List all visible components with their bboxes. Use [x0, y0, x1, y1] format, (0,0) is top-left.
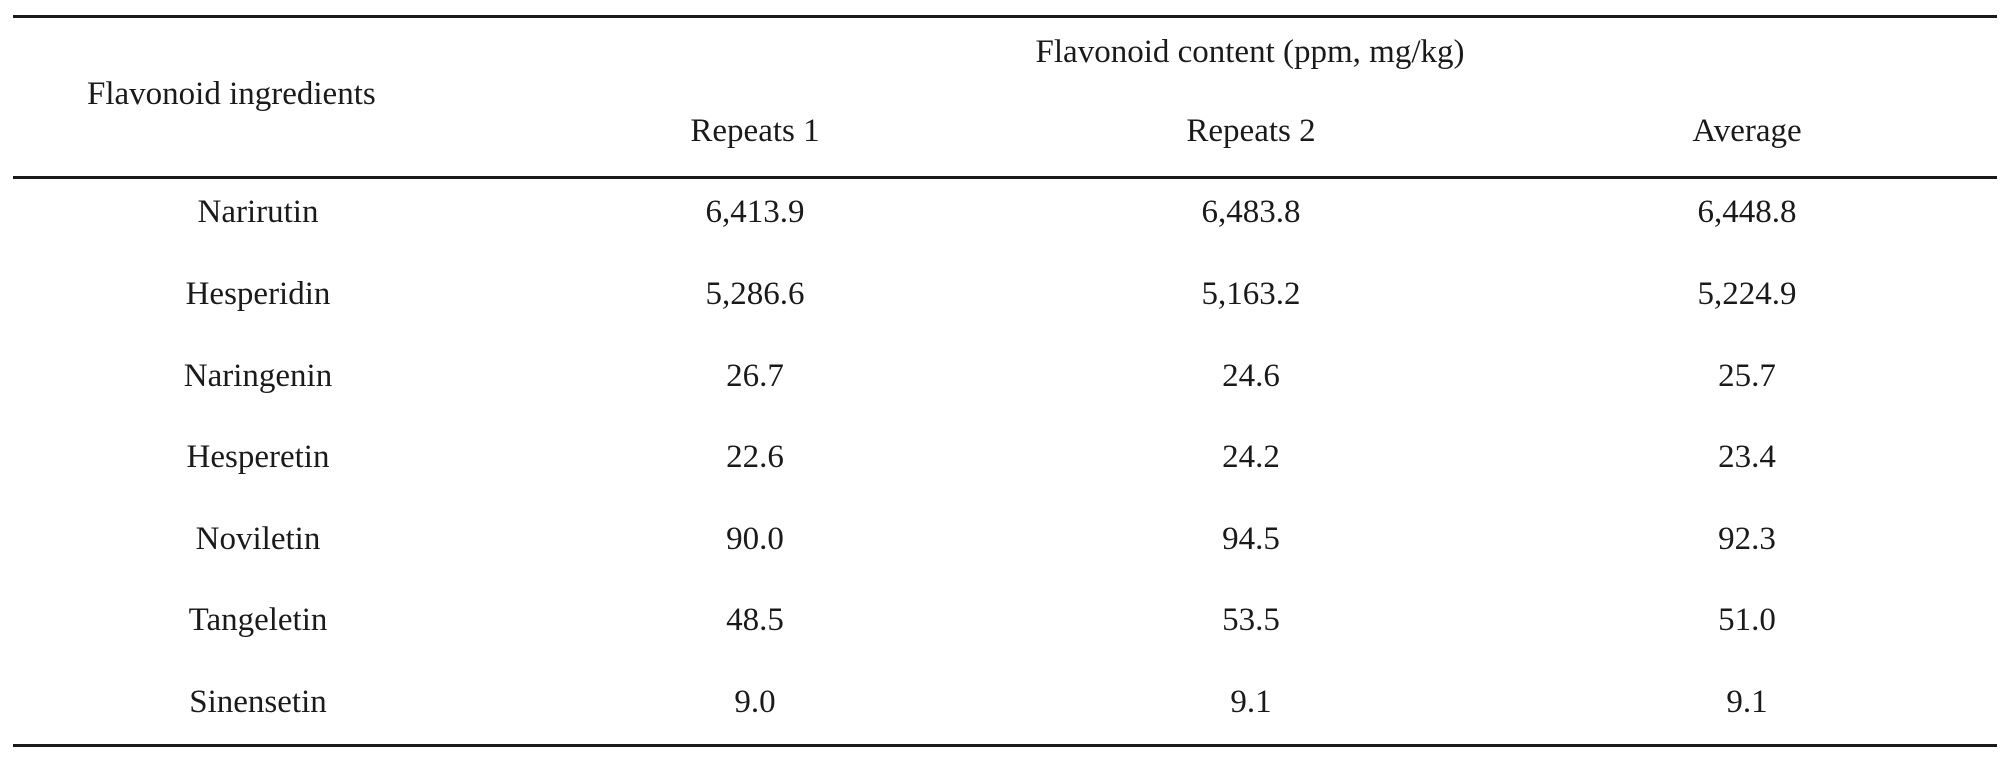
- table-cell: 51.0: [1718, 602, 1776, 638]
- column-header-repeats-2: Repeats 2: [1186, 113, 1316, 149]
- table-cell: 22.6: [726, 439, 784, 475]
- row-label: Noviletin: [195, 521, 321, 557]
- row-label: Hesperidin: [185, 276, 331, 312]
- row-header-label: Flavonoid ingredients: [87, 76, 376, 112]
- table-top-rule: [13, 15, 1997, 18]
- table-cell: 26.7: [726, 358, 784, 394]
- table-cell: 48.5: [726, 602, 784, 638]
- table-cell: 94.5: [1222, 521, 1280, 557]
- row-label: Narirutin: [197, 194, 319, 230]
- table-cell: 5,224.9: [1697, 276, 1797, 312]
- table-cell: 23.4: [1718, 439, 1776, 475]
- table-cell: 5,286.6: [705, 276, 805, 312]
- group-header: Flavonoid content (ppm, mg/kg): [1035, 34, 1465, 70]
- column-header-average: Average: [1692, 113, 1802, 149]
- table-cell: 9.1: [1230, 684, 1272, 720]
- row-label: Hesperetin: [186, 439, 330, 475]
- table-cell: 6,483.8: [1201, 194, 1301, 230]
- table-cell: 90.0: [726, 521, 784, 557]
- table-cell: 24.6: [1222, 358, 1280, 394]
- table-cell: 53.5: [1222, 602, 1280, 638]
- table-bottom-rule: [13, 744, 1997, 747]
- table-cell: 6,448.8: [1697, 194, 1797, 230]
- table-cell: 9.1: [1726, 684, 1768, 720]
- table-cell: 6,413.9: [705, 194, 805, 230]
- table-header-rule: [13, 176, 1997, 179]
- table-cell: 25.7: [1718, 358, 1776, 394]
- table-cell: 24.2: [1222, 439, 1280, 475]
- row-label: Sinensetin: [189, 684, 327, 720]
- row-label: Naringenin: [183, 358, 333, 394]
- column-header-repeats-1: Repeats 1: [690, 113, 820, 149]
- table-cell: 5,163.2: [1201, 276, 1301, 312]
- table-cell: 9.0: [734, 684, 776, 720]
- table-cell: 92.3: [1718, 521, 1776, 557]
- row-label: Tangeletin: [188, 602, 328, 638]
